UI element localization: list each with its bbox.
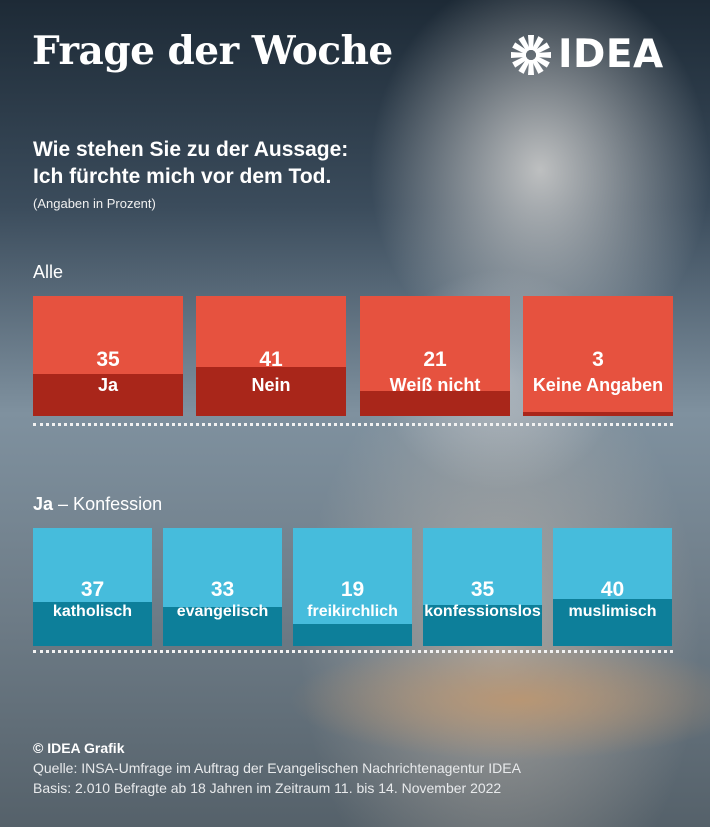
bar-fill — [293, 623, 412, 646]
bar-freikirchlich: 19 freikirchlich — [293, 528, 412, 646]
bar-evangelisch: 33 evangelisch — [163, 528, 282, 646]
bar-katholisch: 37 katholisch — [33, 528, 152, 646]
sunburst-icon — [511, 34, 551, 75]
copyright: © IDEA Grafik — [33, 740, 125, 756]
bar-category-label: konfessionslos — [424, 603, 541, 620]
bar-fill — [163, 607, 282, 646]
section-label-all: Alle — [33, 262, 64, 282]
bar-fill — [196, 366, 346, 416]
question: Wie stehen Sie zu der Aussage: Ich fürch… — [33, 136, 348, 190]
bar-value-label: 19 — [340, 578, 365, 601]
basis-line: Basis: 2.010 Befragte ab 18 Jahren im Ze… — [33, 780, 502, 796]
bar-category-label: freikirchlich — [307, 603, 398, 620]
bar-value-label: 41 — [259, 348, 283, 371]
bar-category-label: Keine Angaben — [532, 375, 664, 395]
page-title: Frage der Woche — [32, 28, 393, 74]
bar-value-label: 3 — [592, 348, 604, 371]
bar-value-label: 40 — [600, 578, 625, 601]
bar-fill — [360, 390, 510, 416]
bar-category-label: muslimisch — [568, 603, 657, 620]
chart-denomination: 37 katholisch 33 evangelisch 19 freikirchlich… — [0, 528, 710, 646]
bar-category-label: katholisch — [52, 603, 133, 620]
bar-fill — [33, 374, 183, 416]
credits: © IDEA Grafik Quelle: INSA-Umfrage im Au… — [33, 738, 521, 798]
idea-logo: IDEA — [510, 32, 664, 77]
bar-nein: 41 Nein — [196, 296, 346, 416]
section-label-rest: – Konfession — [58, 494, 163, 514]
bar-value-label: 37 — [80, 578, 105, 601]
bar-weiß-nicht: 21 Weiß nicht — [360, 296, 510, 416]
section-label-denomination: Ja – Konfession — [33, 494, 162, 515]
bar-muslimisch: 40 muslimisch — [553, 528, 672, 646]
bar-konfessionslos: 35 konfessionslos — [423, 528, 542, 646]
bar-category-label: Nein — [251, 375, 291, 395]
logo-text: IDEA — [558, 32, 664, 77]
bar-value-label: 35 — [470, 578, 495, 601]
section-label-bold: Ja — [33, 494, 54, 514]
chart-all: 35 Ja 41 Nein 21 Weiß nicht 3 Keine Angaben — [0, 296, 710, 416]
bar-keine-angaben: 3 Keine Angaben — [523, 296, 673, 416]
question-line-2: Ich fürchte mich vor dem Tod. — [33, 165, 332, 188]
dotted-divider — [33, 423, 673, 426]
dotted-divider — [33, 650, 673, 653]
bar-value-label: 35 — [96, 348, 120, 371]
bar-fill — [423, 604, 542, 646]
bar-ja: 35 Ja — [33, 296, 183, 416]
bar-category-label: Weiß nicht — [389, 375, 481, 395]
bar-fill — [33, 602, 152, 646]
bar-category-label: evangelisch — [176, 603, 269, 620]
bar-fill — [553, 598, 672, 646]
source-line: Quelle: INSA-Umfrage im Auftrag der Evan… — [33, 760, 521, 776]
bar-value-label: 21 — [423, 348, 447, 371]
question-line-1: Wie stehen Sie zu der Aussage: — [33, 138, 349, 161]
bar-fill — [523, 412, 673, 416]
bar-value-label: 33 — [210, 578, 235, 601]
unit-note: (Angaben in Prozent) — [33, 196, 156, 211]
bar-category-label: Ja — [97, 375, 119, 395]
